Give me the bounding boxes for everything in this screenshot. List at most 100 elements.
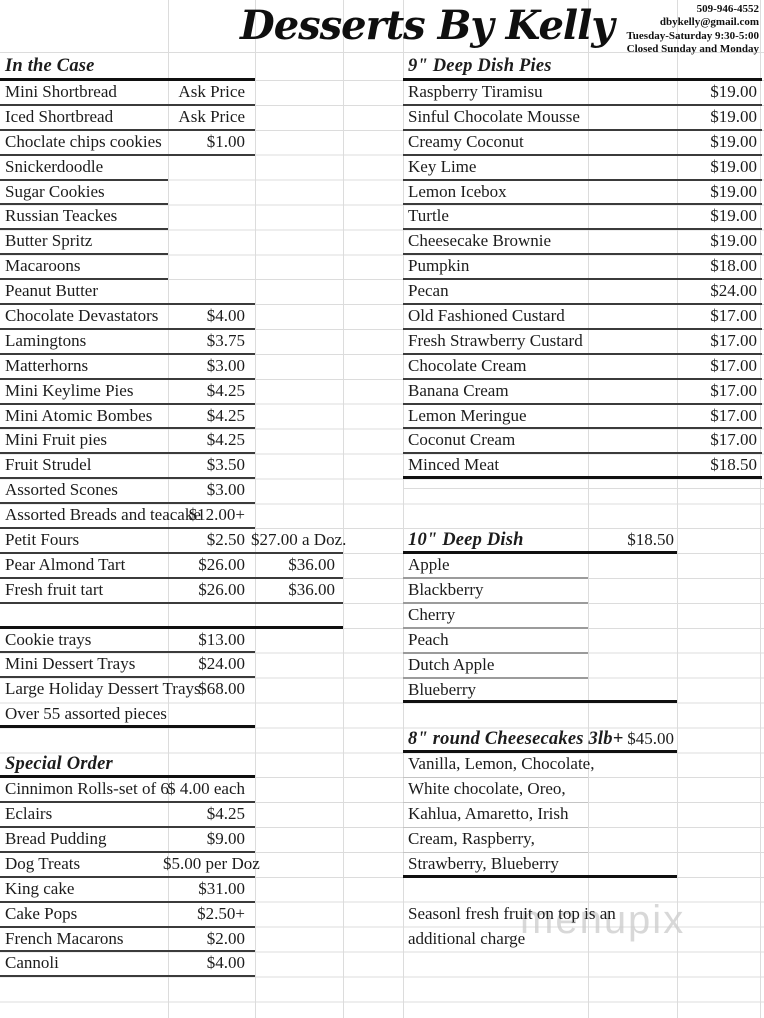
note-line: additional charge (408, 928, 526, 948)
row-underline (403, 700, 677, 704)
row-underline (0, 775, 255, 779)
item-name: Strawberry, Blueberry (408, 853, 559, 873)
row-underline (403, 327, 762, 330)
section-seasonal-note: Seasonl fresh fruit on top is an addition… (403, 902, 764, 952)
row-underline (403, 402, 762, 405)
menu-item-row: Assorted Scones $3.00 (0, 478, 343, 505)
menu-item-row: Mini Shortbread Ask Price (0, 80, 343, 106)
item-name: Lemon Meringue (408, 405, 527, 425)
menu-item-row: Dutch Apple (403, 653, 764, 679)
menu-item-row: Lamingtons $3.75 (0, 329, 343, 355)
row-underline (0, 676, 255, 679)
item-name: Cheesecake Brownie (408, 231, 552, 251)
item-price: $17.00 (710, 355, 757, 375)
row-underline (0, 651, 255, 654)
item-price: $24.00 (710, 281, 757, 301)
row-underline (403, 253, 762, 256)
row-underline (0, 103, 255, 106)
section-10in-deep-dish: 10" Deep Dish $18.50 Apple Blackberry Cherry… (403, 528, 764, 704)
menu-item-row: Bread Pudding $9.00 (0, 827, 343, 853)
row-underline (403, 377, 762, 380)
menu-item-row: Fresh fruit tart $26.00 $36.00 (0, 578, 343, 604)
menu-item-row: Cookie trays $13.00 (0, 628, 343, 654)
menu-item-row: Sinful Chocolate Mousse $19.00 (403, 105, 764, 131)
menu-item-row: Butter Spritz (0, 229, 343, 256)
menu-item-row: Cherry (403, 603, 764, 629)
gridline-vertical (588, 0, 589, 1018)
item-price: $24.00 (198, 654, 245, 674)
menu-item-row: Creamy Coconut $19.00 (403, 130, 764, 156)
gridline-vertical (255, 0, 256, 1018)
section-8in-cheesecakes: 8" round Cheesecakes 3lb+ $45.00 Vanilla, … (403, 727, 764, 878)
row-underline (403, 750, 677, 754)
item-name: Iced Shortbread (5, 106, 114, 126)
item-name: Cinnimon Rolls-set of 6 (5, 779, 169, 799)
item-price-dozen: $27.00 a Doz. (251, 530, 347, 550)
row-underline (403, 826, 588, 828)
gridline-vertical (760, 0, 761, 1018)
item-name: Mini Atomic Bombes (5, 405, 153, 425)
item-name: Blackberry (408, 579, 484, 599)
item-price: $17.00 (710, 430, 757, 450)
contact-email: dbykelly@gmail.com (659, 16, 759, 29)
item-name: White chocolate, Oreo, (408, 779, 566, 799)
row-underline (0, 178, 168, 181)
item-price-dozen: $36.00 (288, 554, 335, 574)
menu-item-row: Petit Fours $2.50 $27.00 a Doz. (0, 528, 347, 554)
row-underline (403, 577, 588, 579)
menu-item-row: Sugar Cookies (0, 180, 343, 206)
item-name: Russian Teackes (5, 206, 118, 226)
menu-item-row (0, 603, 343, 629)
item-price: $19.00 (710, 106, 757, 126)
item-name: Raspberry Tiramisu (408, 82, 543, 101)
item-name: Assorted Breads and teacake (5, 505, 201, 525)
item-price: $19.00 (710, 156, 757, 176)
item-name: Pumpkin (408, 256, 470, 276)
menu-item-row: Matterhorns $3.00 (0, 354, 343, 380)
menu-item-row: Cake Pops $2.50+ (0, 902, 343, 928)
row-underline (0, 900, 255, 903)
section-heading: Special Order (5, 754, 113, 775)
item-name: Pear Almond Tart (5, 554, 126, 574)
row-underline (403, 153, 762, 156)
section-header-row: 8" round Cheesecakes 3lb+ $45.00 (403, 727, 764, 754)
item-name: Choclate chips cookies (5, 131, 162, 151)
item-price: $2.50 (206, 530, 245, 550)
item-name: King cake (5, 878, 75, 898)
item-name: Over 55 assorted pieces (5, 704, 167, 724)
menu-item-row: Mini Dessert Trays $24.00 (0, 652, 343, 679)
menu-item-row: Russian Teackes (0, 204, 343, 231)
row-underline (0, 527, 255, 530)
row-underline (0, 427, 255, 430)
item-name: Blueberry (408, 679, 476, 699)
contact-phone: 509-946-4552 (696, 3, 759, 15)
item-name: Lamingtons (5, 330, 87, 350)
contact-closed: Closed Sunday and Monday (626, 43, 759, 56)
item-price: $4.25 (206, 405, 245, 425)
menu-item-row: Apple (403, 553, 764, 579)
menu-item-row: Chocolate Cream $17.00 (403, 354, 764, 380)
row-underline (0, 228, 168, 231)
item-price: $4.25 (206, 430, 245, 450)
item-name: Peach (408, 629, 449, 649)
section-heading: 10" Deep Dish (408, 530, 524, 551)
note-line: Seasonl fresh fruit on top is an (408, 903, 616, 923)
note-row: additional charge (403, 927, 764, 952)
item-name: Cannoli (5, 953, 59, 973)
item-price: $19.00 (710, 181, 757, 201)
row-underline (0, 153, 255, 156)
item-name: Mini Fruit pies (5, 430, 108, 450)
row-underline (0, 203, 168, 206)
item-name: Mini Keylime Pies (5, 380, 134, 400)
gridline-top (0, 52, 764, 53)
item-name: Kahlua, Amaretto, Irish (408, 804, 569, 824)
item-name: Snickerdoodle (5, 156, 104, 176)
item-name: French Macarons (5, 928, 124, 948)
item-price: $3.75 (206, 330, 245, 350)
menu-item-row: King cake $31.00 (0, 877, 343, 903)
menupix-watermark: menupix (520, 898, 686, 942)
row-underline (0, 850, 255, 853)
item-price: $17.00 (710, 380, 757, 400)
section-9in-deep-dish-pies: 9" Deep Dish Pies Raspberry Tiramisu $19.0… (403, 52, 764, 480)
gridline-vertical (168, 0, 169, 1018)
